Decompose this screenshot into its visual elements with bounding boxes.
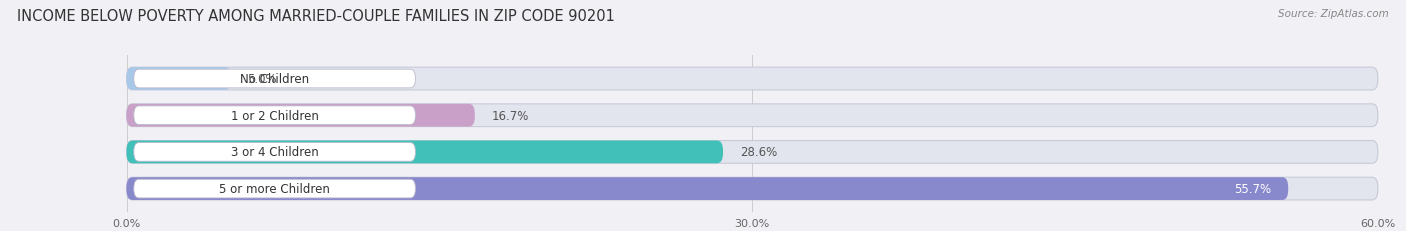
Text: 55.7%: 55.7% — [1234, 182, 1271, 195]
Text: 3 or 4 Children: 3 or 4 Children — [231, 146, 319, 159]
FancyBboxPatch shape — [134, 106, 415, 125]
Text: 5.0%: 5.0% — [247, 73, 277, 86]
FancyBboxPatch shape — [127, 68, 1378, 91]
Text: Source: ZipAtlas.com: Source: ZipAtlas.com — [1278, 9, 1389, 19]
Text: 1 or 2 Children: 1 or 2 Children — [231, 109, 319, 122]
FancyBboxPatch shape — [127, 177, 1288, 200]
FancyBboxPatch shape — [127, 177, 1378, 200]
FancyBboxPatch shape — [134, 143, 415, 161]
Text: 28.6%: 28.6% — [740, 146, 778, 159]
FancyBboxPatch shape — [127, 104, 1378, 127]
FancyBboxPatch shape — [127, 104, 475, 127]
Text: 16.7%: 16.7% — [492, 109, 529, 122]
FancyBboxPatch shape — [127, 141, 1378, 164]
FancyBboxPatch shape — [134, 179, 415, 198]
Text: 5 or more Children: 5 or more Children — [219, 182, 330, 195]
FancyBboxPatch shape — [134, 70, 415, 88]
Text: No Children: No Children — [240, 73, 309, 86]
Text: INCOME BELOW POVERTY AMONG MARRIED-COUPLE FAMILIES IN ZIP CODE 90201: INCOME BELOW POVERTY AMONG MARRIED-COUPL… — [17, 9, 614, 24]
FancyBboxPatch shape — [127, 68, 231, 91]
FancyBboxPatch shape — [127, 141, 723, 164]
